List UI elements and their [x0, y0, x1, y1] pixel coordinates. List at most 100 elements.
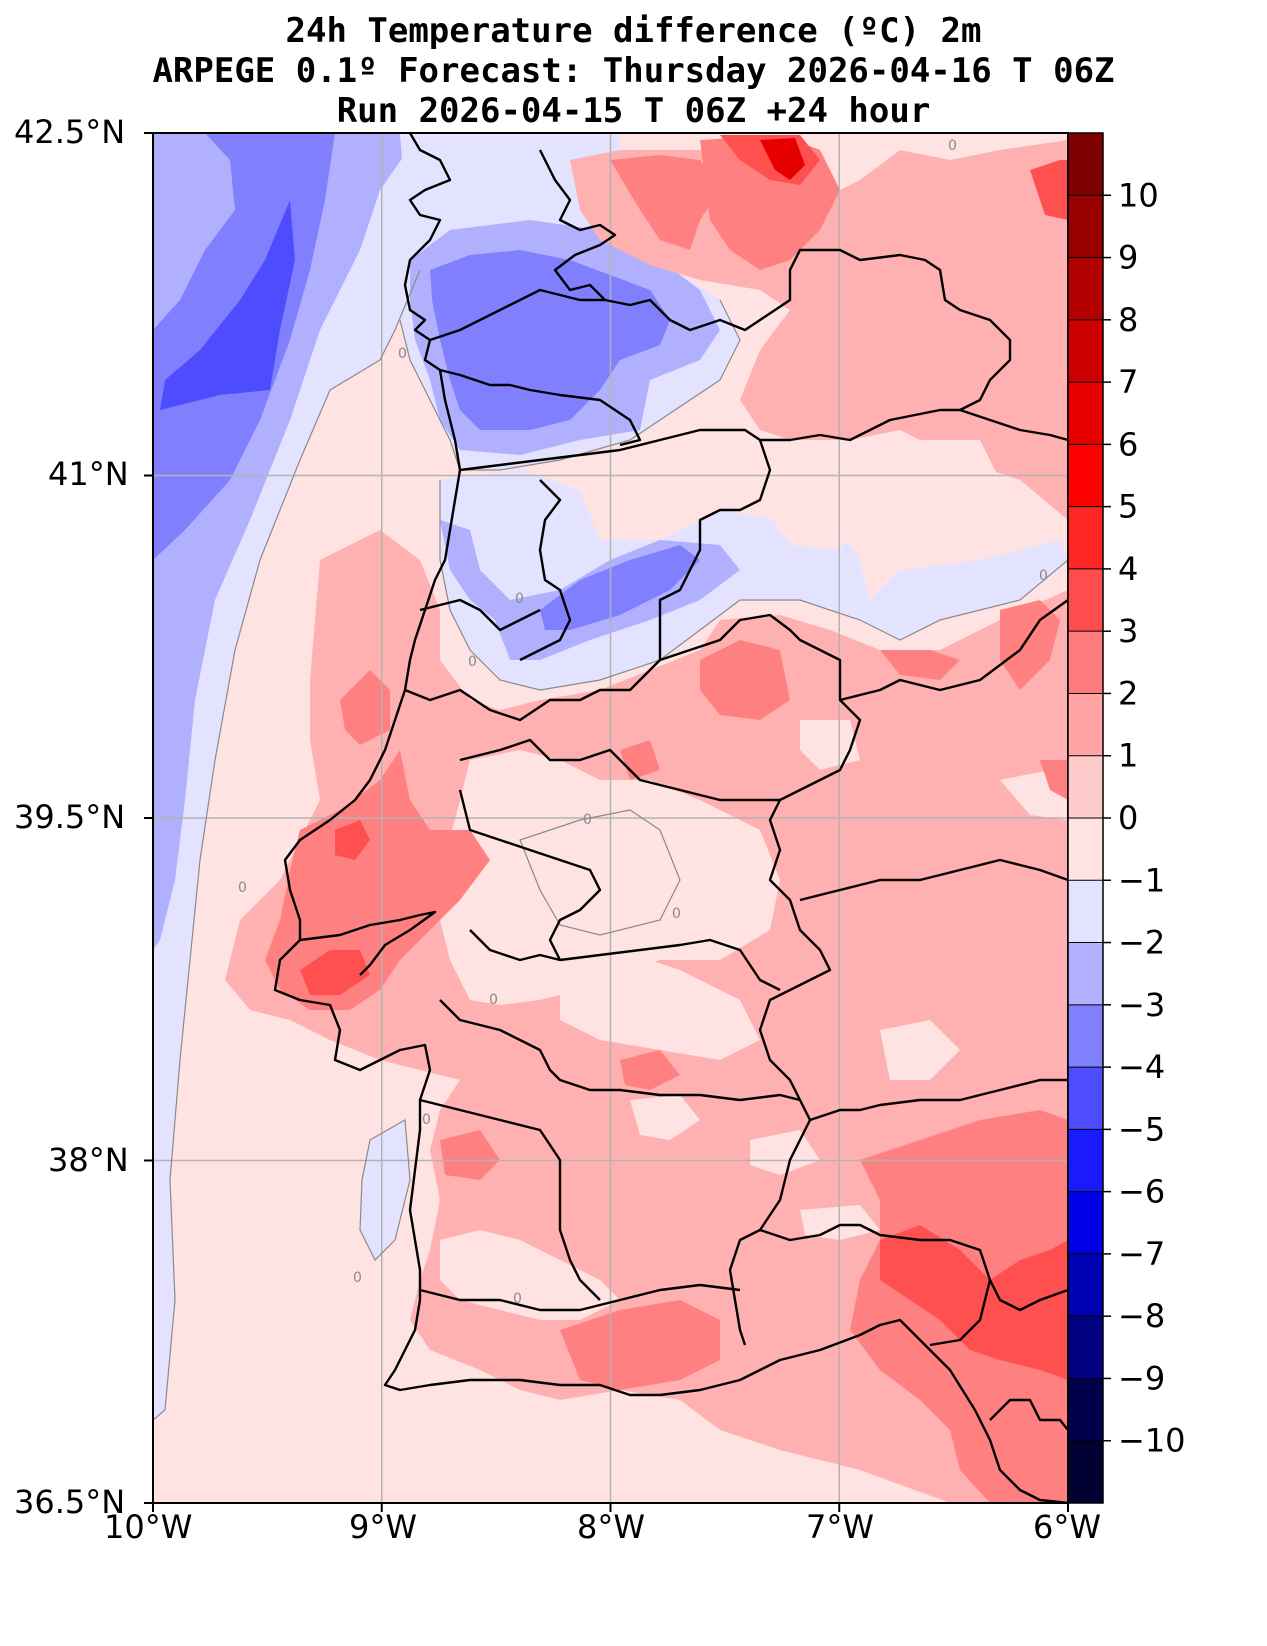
colorbar-segment: [1068, 880, 1103, 944]
colorbar-label: 4: [1118, 550, 1138, 588]
colorbar-label: 8: [1118, 301, 1138, 339]
colorbar-label: 6: [1118, 425, 1138, 463]
colorbar-label: −5: [1118, 1110, 1165, 1148]
colorbar-segment: [1068, 1253, 1103, 1317]
colorbar-segment: [1068, 1378, 1103, 1442]
field-warm3-lisbon: [335, 820, 370, 860]
field-warm2-east-3: [1000, 600, 1060, 690]
lat-label-39-5n: 39.5°N: [14, 798, 126, 836]
lon-label-6w: 6°W: [1033, 1508, 1101, 1546]
zero-contour-labels: 0 0 0 0 0 0 0 0 0 0 0 0: [238, 138, 1048, 1307]
colorbar-label: −4: [1118, 1048, 1165, 1086]
colorbar-segment: [1068, 382, 1103, 445]
colorbar-label: −8: [1118, 1297, 1165, 1335]
colorbar-segment: [1068, 195, 1103, 259]
lat-label-41n: 41°N: [48, 455, 129, 493]
colorbar-segment: [1068, 1004, 1103, 1068]
field-light-pocket-3: [440, 1230, 620, 1320]
field-warm3-east-corner: [1030, 160, 1068, 220]
colorbar-segment: [1068, 568, 1103, 632]
colorbar-segment: [1068, 444, 1103, 508]
colorbar-label: −10: [1118, 1422, 1186, 1460]
field-warm3-tagus: [300, 950, 370, 995]
colorbar-segment: [1068, 818, 1103, 881]
colorbar-segment: [1068, 693, 1103, 757]
field-central-cool-3: [540, 545, 700, 630]
coastline-and-borders: [273, 133, 1068, 1503]
lon-label-8w: 8°W: [577, 1508, 645, 1546]
colorbar-label: 7: [1118, 363, 1138, 401]
title-line-3: Run 2026-04-15 T 06Z +24 hour: [336, 91, 931, 131]
zero-contours: [153, 269, 1068, 1421]
field-light-pocket-10: [750, 1130, 820, 1175]
colorbar-label: 0: [1118, 799, 1138, 837]
field-warm3-southeast: [880, 1225, 1068, 1380]
colorbar-label: −7: [1118, 1235, 1165, 1273]
zero-label: 0: [468, 654, 477, 670]
colorbar-segment: [1068, 1316, 1103, 1379]
lon-label-7w: 7°W: [806, 1508, 874, 1546]
colorbar-segment: [1068, 133, 1103, 196]
colorbar-label: −6: [1118, 1173, 1165, 1211]
title-line-1: 24h Temperature difference (ºC) 2m: [285, 11, 982, 51]
colorbar-segment: [1068, 1440, 1103, 1504]
zero-label: 0: [513, 1291, 522, 1307]
colorbar-label: −1: [1118, 861, 1165, 899]
field-warm2-mid-1: [440, 1130, 500, 1180]
colorbar-segment: [1068, 942, 1103, 1006]
field-hot-north: [760, 138, 805, 180]
colorbar-segment: [1068, 631, 1103, 694]
zero-label: 0: [948, 138, 957, 154]
field-warm2-south-coast: [560, 1300, 720, 1390]
lon-label-9w: 9°W: [349, 1508, 417, 1546]
field-warm2-north: [610, 155, 720, 250]
colorbar-segment: [1068, 1191, 1103, 1255]
title-line-2: ARPEGE 0.1º Forecast: Thursday 2026-04-1…: [152, 51, 1115, 91]
field-ocean-cool-4: [160, 200, 295, 410]
colorbar-segment: [1068, 506, 1103, 570]
field-warm2-mid-2: [620, 1050, 680, 1090]
zero-label: 0: [583, 812, 592, 828]
field-warm2-east-2: [880, 650, 960, 680]
zero-label: 0: [672, 906, 681, 922]
field-warm2-lisbon: [265, 750, 490, 1010]
colorbar-label: 10: [1118, 176, 1159, 214]
field-warm2-east-1: [700, 640, 790, 720]
colorbar-segment: [1068, 755, 1103, 819]
colorbar-label: 2: [1118, 674, 1138, 712]
colorbar-label: 5: [1118, 488, 1138, 526]
graticule: [153, 133, 1068, 1503]
field-light-pocket-5: [880, 1020, 960, 1080]
colorbar-label: −9: [1118, 1359, 1165, 1397]
zero-label: 0: [515, 591, 524, 607]
field-coast-cool-2: [360, 1120, 410, 1260]
zero-label: 0: [353, 1270, 362, 1286]
colorbar-segment: [1068, 319, 1103, 383]
colorbar-segment: [1068, 257, 1103, 321]
field-warm2-east-4: [1040, 760, 1068, 800]
lat-label-36-5n: 36.5°N: [14, 1483, 126, 1521]
temperature-field: 0 0 0 0 0 0 0 0 0 0 0 0: [153, 133, 1068, 1503]
colorbar-label: 9: [1118, 239, 1138, 277]
colorbar-label: 1: [1118, 737, 1138, 775]
lon-label-10w: 10°W: [104, 1508, 193, 1546]
colorbar-segment: [1068, 1129, 1103, 1193]
zero-label: 0: [398, 346, 407, 362]
zero-label: 0: [489, 992, 498, 1008]
field-light-pocket-11: [630, 1095, 700, 1140]
lat-label-42-5n: 42.5°N: [14, 113, 126, 151]
colorbar-label: 3: [1118, 612, 1138, 650]
field-light-pocket-7: [920, 440, 1000, 500]
colorbar-segment: [1068, 1067, 1103, 1130]
colorbar-label: −3: [1118, 986, 1165, 1024]
zero-label: 0: [238, 880, 247, 896]
field-light-pocket-6: [760, 490, 860, 550]
zero-label: 0: [422, 1112, 431, 1128]
field-warm2-west: [340, 670, 390, 745]
zero-label: 0: [1039, 568, 1048, 584]
lat-label-38n: 38°N: [48, 1141, 129, 1179]
axis-ticks: [144, 132, 1069, 1512]
colorbar-label: −2: [1118, 924, 1165, 962]
